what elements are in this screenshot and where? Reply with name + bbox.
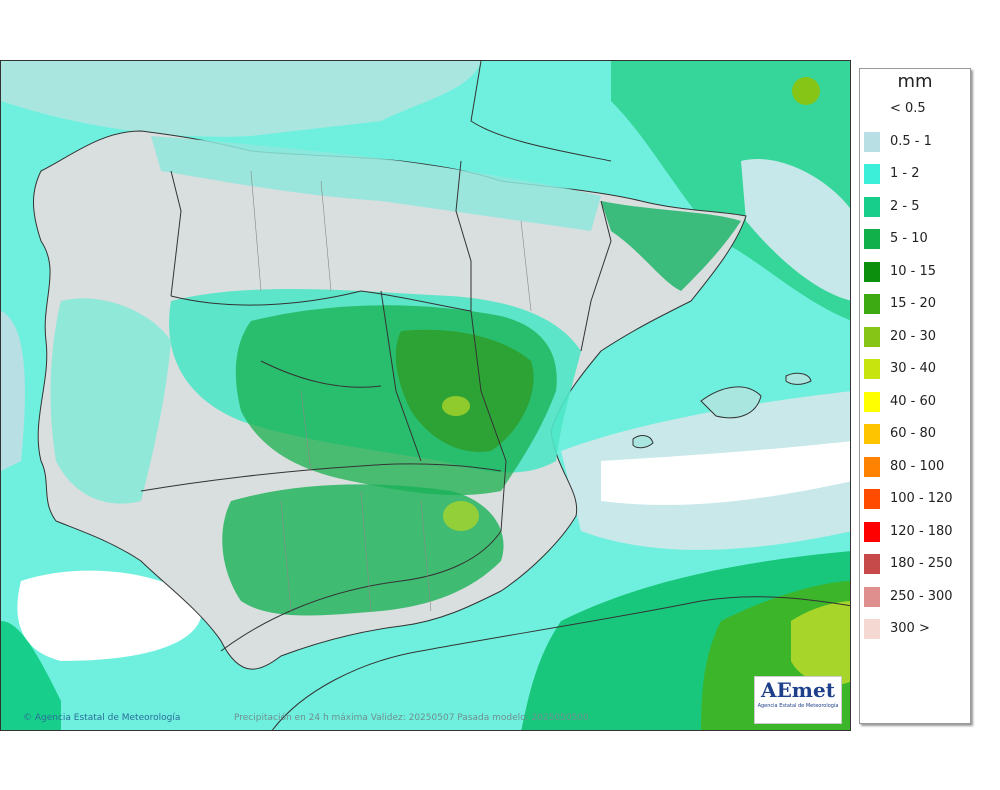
sea-white-atlantic <box>1 311 25 471</box>
sea-white-mediterranean <box>601 441 850 505</box>
legend-label: 40 - 60 <box>890 393 937 409</box>
agency-credit-text: Agencia Estatal de Meteorología <box>34 713 181 723</box>
aemet-logo-subtext: Agencia Estatal de Meteorología <box>757 703 839 709</box>
sea-green-southwest <box>1 621 61 730</box>
legend-swatch <box>864 196 880 217</box>
legend-row: 300 > <box>864 619 968 639</box>
legend-label: 1 - 2 <box>890 166 920 181</box>
legend-row: 5 - 10 <box>864 229 968 249</box>
legend-row: 15 - 20 <box>864 294 968 314</box>
legend-swatch <box>864 326 880 347</box>
legend-swatch <box>864 619 880 639</box>
agency-credit: © Agencia Estatal de Meteorología <box>23 713 180 723</box>
legend-row: 1 - 2 <box>864 164 968 184</box>
legend-label: 20 - 30 <box>890 328 937 344</box>
province-borders <box>250 170 532 612</box>
legend-swatch <box>864 359 880 379</box>
legend-swatch <box>864 164 880 184</box>
map-canvas <box>1 61 850 730</box>
legend-label: 100 - 120 <box>890 491 953 506</box>
legend-label: < 0.5 <box>890 101 926 116</box>
legend-row: 10 - 15 <box>864 261 968 282</box>
legend-row: 2 - 5 <box>864 196 968 217</box>
legend-label: 300 > <box>890 621 930 636</box>
sea-light-northeast <box>741 159 850 301</box>
legend-row: 20 - 30 <box>864 326 968 347</box>
legend-label: 2 - 5 <box>890 198 920 214</box>
legend-swatch <box>864 261 880 282</box>
sea-yellow-north <box>792 77 820 105</box>
legend-row: < 0.5 <box>864 99 968 119</box>
legend-swatch <box>864 294 880 314</box>
legend-label: 60 - 80 <box>890 426 937 441</box>
legend-swatch <box>864 521 880 542</box>
mallorca <box>700 386 762 419</box>
legend-swatch <box>864 489 880 509</box>
sea-dry-patch-north <box>1 61 481 137</box>
legend-swatch <box>864 586 880 607</box>
legend-row: 100 - 120 <box>864 489 968 509</box>
france-coast <box>470 61 612 162</box>
aemet-logo-mark: AEmet <box>761 678 835 702</box>
copyright-icon: © <box>23 713 32 723</box>
land-darkgreen-center <box>395 329 534 452</box>
legend-label: 0.5 - 1 <box>890 133 932 149</box>
legend-row: 40 - 60 <box>864 391 968 412</box>
precipitation-legend: mm < 0.5 0.5 - 1 1 - 2 2 - 5 5 - 10 10 - 15 15… <box>859 68 971 724</box>
legend-swatch <box>864 456 880 477</box>
legend-label: 80 - 100 <box>890 458 945 474</box>
map-caption: Precipitación en 24 h máxima Validez: 20… <box>234 713 589 723</box>
legend-row: 0.5 - 1 <box>864 131 968 152</box>
legend-label: 250 - 300 <box>890 588 953 604</box>
menorca <box>785 372 812 385</box>
aemet-logo[interactable]: AEmet Agencia Estatal de Meteorología <box>754 676 842 724</box>
legend-label: 180 - 250 <box>890 556 953 571</box>
legend-swatch <box>864 99 880 119</box>
land-yellow-center <box>442 396 470 416</box>
land-green-northeast <box>601 201 741 291</box>
legend-swatch <box>864 131 880 152</box>
legend-row: 120 - 180 <box>864 521 968 542</box>
precipitation-map[interactable]: © Agencia Estatal de Meteorología Precip… <box>0 60 851 731</box>
legend-row: 80 - 100 <box>864 456 968 477</box>
legend-label: 120 - 180 <box>890 523 953 539</box>
legend-label: 5 - 10 <box>890 231 928 246</box>
legend-row: 180 - 250 <box>864 554 968 574</box>
legend-swatch <box>864 229 880 249</box>
region-borders <box>140 160 612 652</box>
legend-row: 60 - 80 <box>864 424 968 444</box>
africa-coast <box>271 596 850 730</box>
sea-yellow-southeast <box>791 601 850 685</box>
land-cyan-west <box>50 298 171 504</box>
legend-swatch <box>864 391 880 412</box>
land-yellow-south <box>443 501 479 531</box>
legend-row: 30 - 40 <box>864 359 968 379</box>
land-cyan-north <box>151 136 601 231</box>
legend-label: 30 - 40 <box>890 361 937 376</box>
sea-white-southwest <box>17 570 203 661</box>
legend-label: 10 - 15 <box>890 263 937 279</box>
ibiza <box>632 435 654 449</box>
legend-unit: mm <box>897 71 933 92</box>
legend-swatch <box>864 424 880 444</box>
legend-row: 250 - 300 <box>864 586 968 607</box>
legend-label: 15 - 20 <box>890 296 937 311</box>
legend-swatch <box>864 554 880 574</box>
land-green-south <box>222 484 504 616</box>
